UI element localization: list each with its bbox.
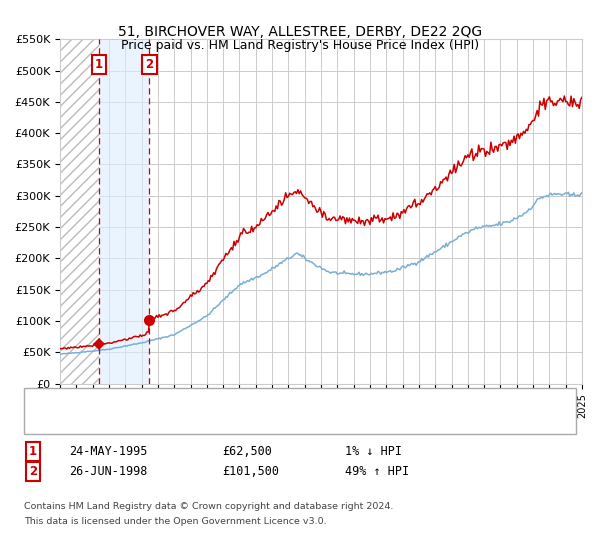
Bar — [60, 39, 99, 384]
Text: £101,500: £101,500 — [222, 465, 279, 478]
Text: Contains HM Land Registry data © Crown copyright and database right 2024.: Contains HM Land Registry data © Crown c… — [24, 502, 394, 511]
Text: 2: 2 — [145, 58, 154, 71]
Text: HPI: Average price, detached house, City of Derby: HPI: Average price, detached house, City… — [75, 403, 355, 413]
Text: 26-JUN-1998: 26-JUN-1998 — [69, 465, 148, 478]
Text: 51, BIRCHOVER WAY, ALLESTREE, DERBY, DE22 2QG (detached house): 51, BIRCHOVER WAY, ALLESTREE, DERBY, DE2… — [75, 389, 469, 399]
Text: This data is licensed under the Open Government Licence v3.0.: This data is licensed under the Open Gov… — [24, 517, 326, 526]
Text: £62,500: £62,500 — [222, 445, 272, 459]
Text: 1: 1 — [95, 58, 103, 71]
Bar — [99, 39, 149, 384]
Text: 1: 1 — [29, 445, 37, 459]
Text: 2: 2 — [29, 465, 37, 478]
Text: 24-MAY-1995: 24-MAY-1995 — [69, 445, 148, 459]
Text: 1% ↓ HPI: 1% ↓ HPI — [345, 445, 402, 459]
Text: 49% ↑ HPI: 49% ↑ HPI — [345, 465, 409, 478]
Text: 51, BIRCHOVER WAY, ALLESTREE, DERBY, DE22 2QG: 51, BIRCHOVER WAY, ALLESTREE, DERBY, DE2… — [118, 25, 482, 39]
Text: Price paid vs. HM Land Registry's House Price Index (HPI): Price paid vs. HM Land Registry's House … — [121, 39, 479, 52]
